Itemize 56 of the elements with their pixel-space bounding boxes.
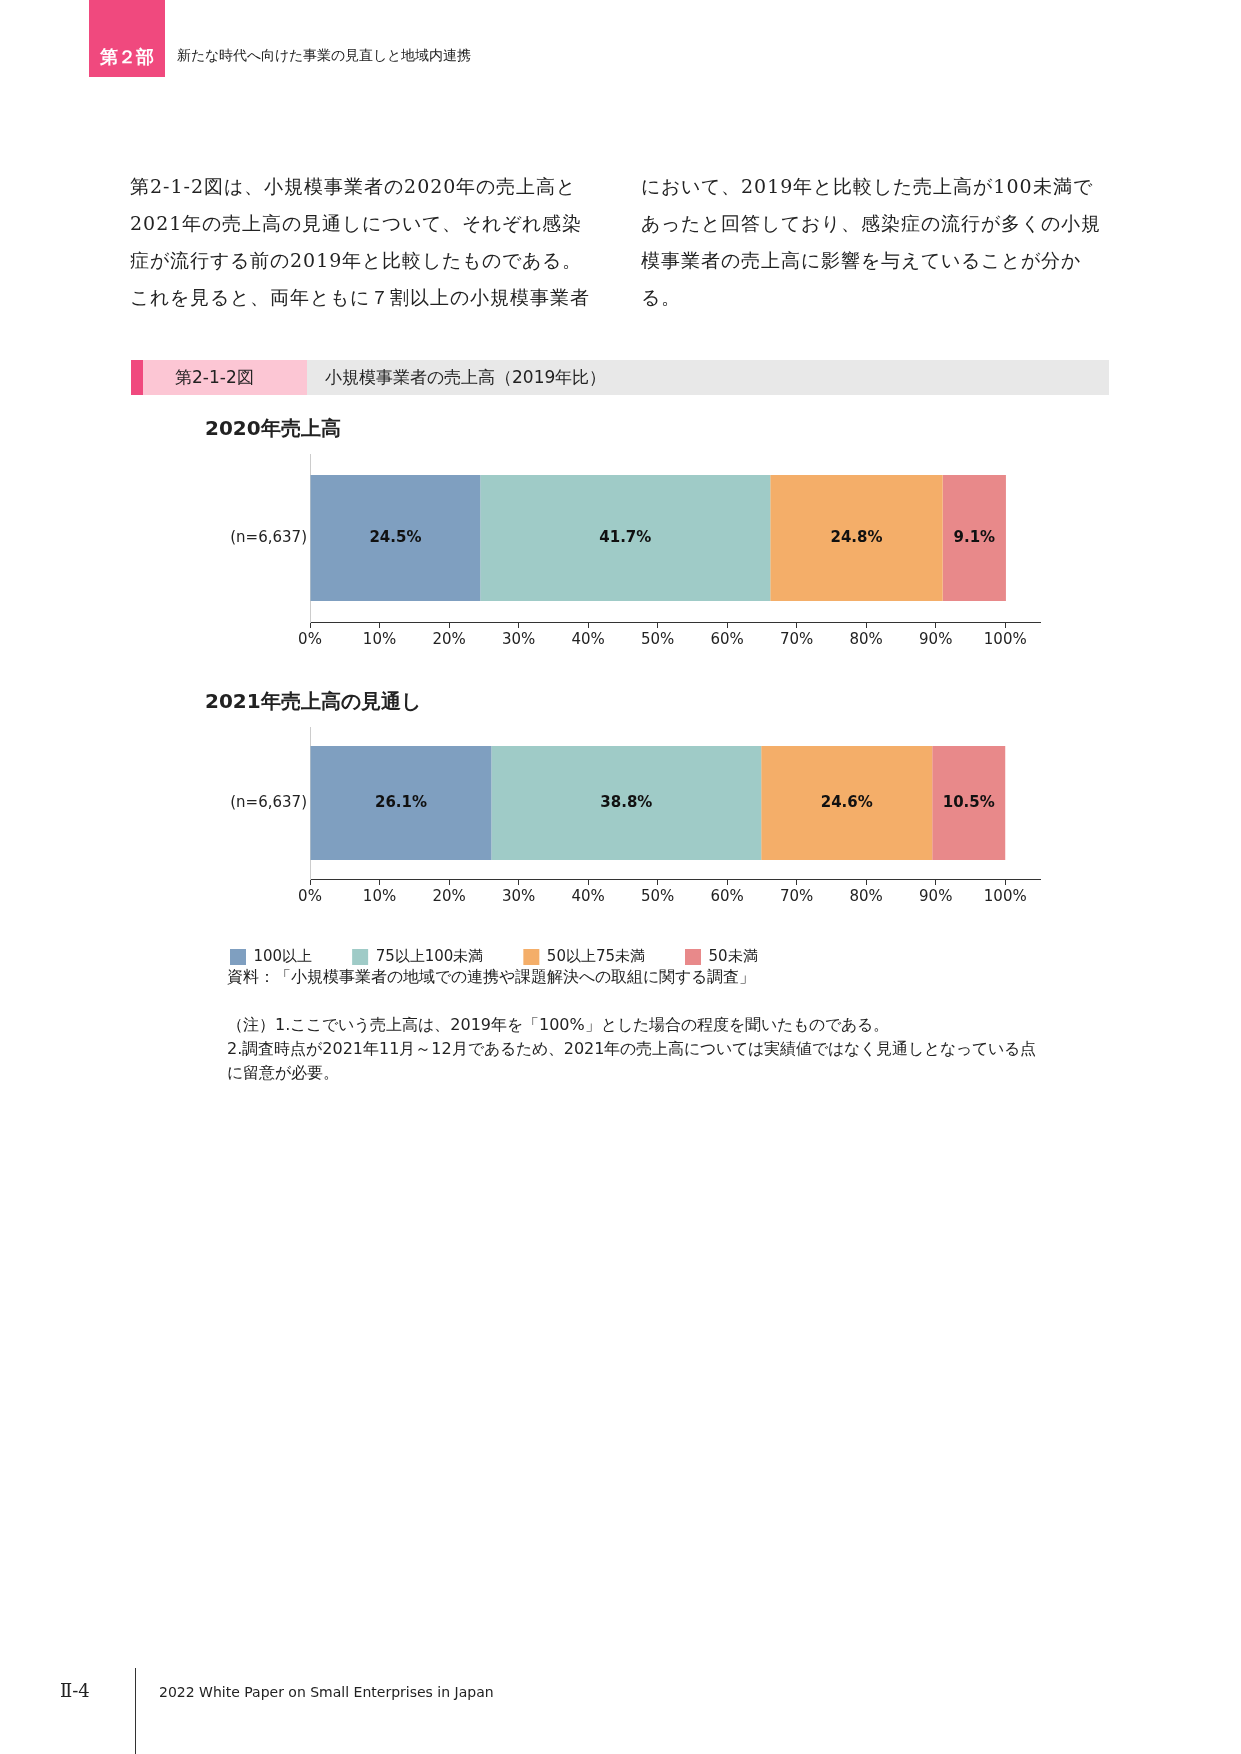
bar: [942, 475, 1006, 601]
chart-title: 2020年売上高: [205, 415, 342, 442]
y-tick-label: (n=6,637): [230, 792, 307, 811]
x-tick-label: 100%: [983, 629, 1027, 648]
data-label: 26.1%: [374, 792, 427, 811]
x-tick-label: 70%: [779, 629, 814, 648]
data-label: 41.7%: [599, 527, 652, 546]
text: 資料：「小規模事業者の地域での連携や課題解決への取組に関する調査」: [227, 966, 756, 988]
text: 2.調査時点が2021年11月～12月であるため、2021年の売上高については実績値ではなく見通しとなっている点に留意が必要。: [227, 1038, 1038, 1084]
y-tick-label: (n=6,637): [230, 527, 307, 546]
text: 第２部: [89, 0, 165, 77]
x-tick-label: 90%: [919, 629, 953, 648]
legend-label: 50未満: [708, 946, 758, 965]
bar: [932, 746, 1006, 860]
chart-title: 2021年売上高の見通し: [205, 688, 422, 715]
x-tick-label: 50%: [640, 886, 675, 905]
x-tick-label: 0%: [298, 886, 322, 905]
text: 新たな時代へ向けた事業の見直しと地域内連携: [177, 47, 471, 65]
text: 第2-1-2図は、小規模事業者の2020年の売上高と2021年の売上高の見通しについて、それぞれ感染症が流行する前の2019年と比較したものである。これを見ると、両年ともに７割以上の小規模事業者において、2019年と比較した売上高が100未満であったと回答しており、感染症の流行が多くの小規模事業者の売上高に影響を与えていることが分かる。: [130, 175, 1101, 308]
data-label: 9.1%: [953, 527, 996, 546]
x-tick-label: 80%: [849, 886, 883, 905]
x-tick-label: 20%: [432, 629, 466, 648]
bar: [770, 475, 943, 601]
bar: [310, 746, 492, 860]
data-label: 38.8%: [600, 792, 653, 811]
data-label: 10.5%: [942, 792, 995, 811]
x-tick-label: 100%: [983, 886, 1027, 905]
x-tick-label: 20%: [432, 886, 466, 905]
legend-label: 50以上75未満: [546, 946, 646, 965]
text: （注）1.ここでいう売上高は、2019年を「100%」とした場合の程度を聞いたものである。: [227, 1014, 890, 1036]
bar: [491, 746, 762, 860]
x-tick-label: 60%: [710, 629, 744, 648]
x-tick-label: 10%: [362, 629, 397, 648]
x-tick-label: 40%: [571, 886, 605, 905]
legend-label: 100以上: [253, 946, 313, 965]
data-label: 24.5%: [369, 527, 422, 546]
x-tick-label: 80%: [849, 629, 883, 648]
x-tick-label: 70%: [779, 886, 814, 905]
x-tick-label: 40%: [571, 629, 605, 648]
bar: [310, 475, 481, 601]
x-tick-label: 30%: [501, 629, 536, 648]
x-tick-label: 50%: [640, 629, 675, 648]
text: 第2-1-2図: [131, 360, 307, 395]
data-label: 24.8%: [830, 527, 883, 546]
x-tick-label: 10%: [362, 886, 397, 905]
x-tick-label: 90%: [919, 886, 953, 905]
text: 小規模事業者の売上高（2019年比）: [307, 360, 1109, 395]
x-tick-label: 60%: [710, 886, 744, 905]
data-label: 24.6%: [820, 792, 873, 811]
legend-label: 75以上100未満: [375, 946, 484, 965]
text: Ⅱ-4: [60, 1680, 90, 1701]
x-tick-label: 0%: [298, 629, 322, 648]
bar: [480, 475, 771, 601]
x-tick-label: 30%: [501, 886, 536, 905]
bar: [761, 746, 933, 860]
text: 2022 White Paper on Small Enterprises in Japan: [159, 1684, 494, 1700]
